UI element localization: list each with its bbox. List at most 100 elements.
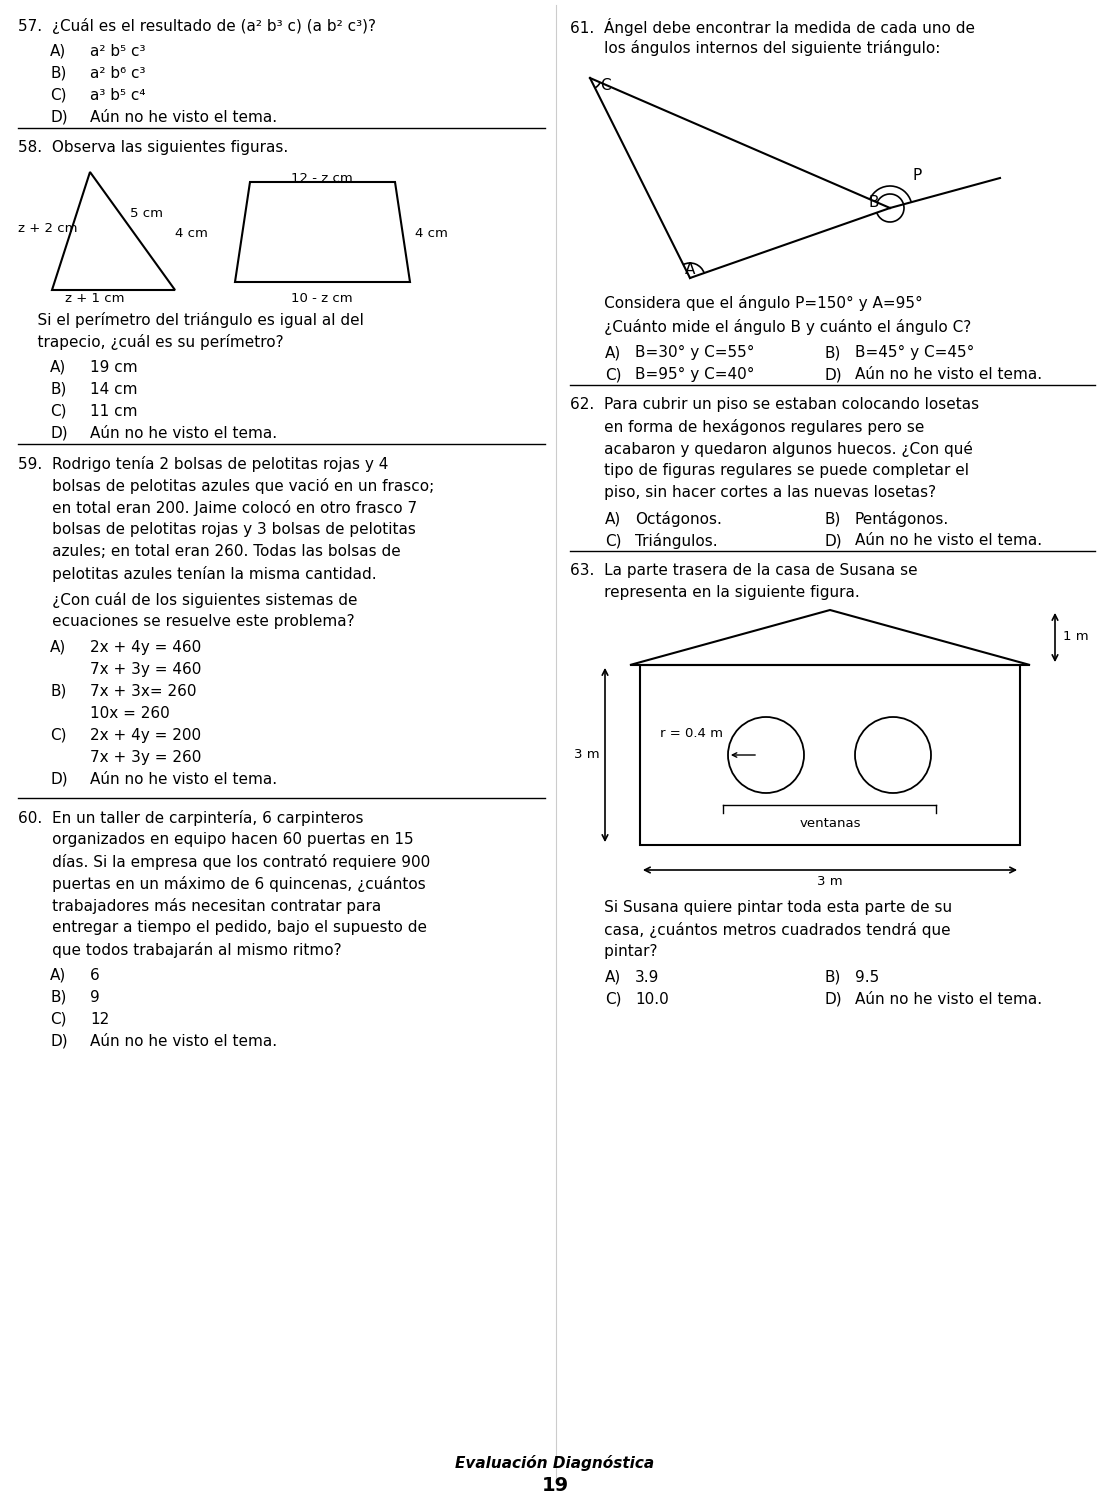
Text: Aún no he visto el tema.: Aún no he visto el tema. [90, 1034, 277, 1048]
Text: 19: 19 [541, 1476, 569, 1496]
Text: C): C) [50, 88, 67, 104]
Text: B): B) [825, 345, 841, 360]
Text: 62.  Para cubrir un piso se estaban colocando losetas: 62. Para cubrir un piso se estaban coloc… [570, 398, 979, 412]
Text: 60.  En un taller de carpintería, 6 carpinteros: 60. En un taller de carpintería, 6 carpi… [18, 810, 363, 826]
Text: acabaron y quedaron algunos huecos. ¿Con qué: acabaron y quedaron algunos huecos. ¿Con… [570, 441, 973, 458]
Text: A: A [685, 262, 695, 278]
Text: A): A) [605, 970, 621, 986]
Text: z + 2 cm: z + 2 cm [18, 222, 78, 236]
Text: 1 m: 1 m [1063, 630, 1089, 644]
Text: B=45° y C=45°: B=45° y C=45° [855, 345, 974, 360]
Text: 2x + 4y = 200: 2x + 4y = 200 [90, 728, 201, 742]
Text: 10x = 260: 10x = 260 [90, 706, 170, 722]
Text: C): C) [605, 532, 621, 548]
Text: en total eran 200. Jaime colocó en otro frasco 7: en total eran 200. Jaime colocó en otro … [18, 500, 417, 516]
Text: z + 1 cm: z + 1 cm [66, 292, 124, 304]
Text: A): A) [50, 360, 67, 375]
Text: casa, ¿cuántos metros cuadrados tendrá que: casa, ¿cuántos metros cuadrados tendrá q… [570, 922, 951, 938]
Text: B): B) [50, 382, 67, 398]
Text: B): B) [50, 66, 67, 81]
Text: piso, sin hacer cortes a las nuevas losetas?: piso, sin hacer cortes a las nuevas lose… [570, 484, 937, 500]
Text: D): D) [50, 1034, 68, 1048]
Text: 4 cm: 4 cm [416, 226, 448, 240]
Text: C): C) [50, 728, 67, 742]
Text: 58.  Observa las siguientes figuras.: 58. Observa las siguientes figuras. [18, 140, 288, 154]
Text: ecuaciones se resuelve este problema?: ecuaciones se resuelve este problema? [18, 614, 354, 628]
Text: B=95° y C=40°: B=95° y C=40° [635, 368, 754, 382]
Text: 10.0: 10.0 [635, 992, 669, 1006]
Text: 7x + 3x= 260: 7x + 3x= 260 [90, 684, 197, 699]
Text: B): B) [825, 512, 841, 526]
Text: 3 m: 3 m [818, 874, 843, 888]
Text: D): D) [825, 368, 842, 382]
Text: bolsas de pelotitas rojas y 3 bolsas de pelotitas: bolsas de pelotitas rojas y 3 bolsas de … [18, 522, 416, 537]
Text: Triángulos.: Triángulos. [635, 532, 718, 549]
Text: C): C) [50, 1013, 67, 1028]
Text: 11 cm: 11 cm [90, 404, 138, 418]
Text: Aún no he visto el tema.: Aún no he visto el tema. [855, 368, 1042, 382]
Text: entregar a tiempo el pedido, bajo el supuesto de: entregar a tiempo el pedido, bajo el sup… [18, 920, 427, 934]
Text: A): A) [50, 44, 67, 58]
Text: tipo de figuras regulares se puede completar el: tipo de figuras regulares se puede compl… [570, 464, 969, 478]
Text: trapecio, ¿cuál es su perímetro?: trapecio, ¿cuál es su perímetro? [18, 334, 283, 350]
Text: 6: 6 [90, 968, 100, 982]
Text: 61.  Ángel debe encontrar la medida de cada uno de: 61. Ángel debe encontrar la medida de ca… [570, 18, 975, 36]
Text: representa en la siguiente figura.: representa en la siguiente figura. [570, 585, 860, 600]
Text: B): B) [50, 684, 67, 699]
Text: A): A) [605, 512, 621, 526]
Text: Evaluación Diagnóstica: Evaluación Diagnóstica [456, 1455, 654, 1472]
Text: 4 cm: 4 cm [176, 226, 208, 240]
Text: 5 cm: 5 cm [130, 207, 163, 220]
Text: D): D) [50, 110, 68, 125]
Text: 9.5: 9.5 [855, 970, 879, 986]
Text: B: B [868, 195, 879, 210]
Text: que todos trabajarán al mismo ritmo?: que todos trabajarán al mismo ritmo? [18, 942, 341, 958]
Text: ventanas: ventanas [799, 818, 861, 830]
Text: Aún no he visto el tema.: Aún no he visto el tema. [90, 110, 277, 125]
Text: a² b⁵ c³: a² b⁵ c³ [90, 44, 146, 58]
Text: ¿Con cuál de los siguientes sistemas de: ¿Con cuál de los siguientes sistemas de [18, 592, 358, 608]
Text: Aún no he visto el tema.: Aún no he visto el tema. [855, 532, 1042, 548]
Text: a³ b⁵ c⁴: a³ b⁵ c⁴ [90, 88, 146, 104]
Text: 10 - z cm: 10 - z cm [291, 292, 353, 304]
Text: Si Susana quiere pintar toda esta parte de su: Si Susana quiere pintar toda esta parte … [570, 900, 952, 915]
Text: D): D) [50, 426, 68, 441]
Text: C): C) [50, 404, 67, 418]
Text: en forma de hexágonos regulares pero se: en forma de hexágonos regulares pero se [570, 419, 924, 435]
Text: pelotitas azules tenían la misma cantidad.: pelotitas azules tenían la misma cantida… [18, 566, 377, 582]
Text: pintar?: pintar? [570, 944, 658, 958]
Text: Pentágonos.: Pentágonos. [855, 512, 949, 526]
Text: puertas en un máximo de 6 quincenas, ¿cuántos: puertas en un máximo de 6 quincenas, ¿cu… [18, 876, 426, 892]
Text: 14 cm: 14 cm [90, 382, 138, 398]
Text: B): B) [825, 970, 841, 986]
Text: los ángulos internos del siguiente triángulo:: los ángulos internos del siguiente trián… [570, 40, 940, 56]
Text: 3.9: 3.9 [635, 970, 659, 986]
Text: B): B) [50, 990, 67, 1005]
Text: D): D) [50, 772, 68, 788]
Text: Aún no he visto el tema.: Aún no he visto el tema. [855, 992, 1042, 1006]
Text: C): C) [605, 368, 621, 382]
Text: días. Si la empresa que los contrató requiere 900: días. Si la empresa que los contrató req… [18, 853, 430, 870]
Text: 7x + 3y = 260: 7x + 3y = 260 [90, 750, 201, 765]
Text: D): D) [825, 532, 842, 548]
Text: 7x + 3y = 460: 7x + 3y = 460 [90, 662, 201, 676]
Text: Considera que el ángulo P=150° y A=95°: Considera que el ángulo P=150° y A=95° [570, 296, 923, 310]
Text: 12: 12 [90, 1013, 109, 1028]
Text: C: C [600, 78, 611, 93]
Text: a² b⁶ c³: a² b⁶ c³ [90, 66, 146, 81]
Text: ¿Cuánto mide el ángulo B y cuánto el ángulo C?: ¿Cuánto mide el ángulo B y cuánto el áng… [570, 320, 971, 334]
Text: 12 - z cm: 12 - z cm [291, 172, 353, 184]
Text: 57.  ¿Cuál es el resultado de (a² b³ c) (a b² c³)?: 57. ¿Cuál es el resultado de (a² b³ c) (… [18, 18, 376, 34]
Text: r = 0.4 m: r = 0.4 m [660, 728, 723, 740]
Text: azules; en total eran 260. Todas las bolsas de: azules; en total eran 260. Todas las bol… [18, 544, 401, 560]
Text: A): A) [50, 968, 67, 982]
Text: Aún no he visto el tema.: Aún no he visto el tema. [90, 772, 277, 788]
Text: trabajadores más necesitan contratar para: trabajadores más necesitan contratar par… [18, 898, 381, 914]
Text: Octágonos.: Octágonos. [635, 512, 722, 526]
Text: Si el perímetro del triángulo es igual al del: Si el perímetro del triángulo es igual a… [18, 312, 364, 328]
Text: 9: 9 [90, 990, 100, 1005]
Text: 2x + 4y = 460: 2x + 4y = 460 [90, 640, 201, 656]
Text: organizados en equipo hacen 60 puertas en 15: organizados en equipo hacen 60 puertas e… [18, 833, 413, 848]
Text: 63.  La parte trasera de la casa de Susana se: 63. La parte trasera de la casa de Susan… [570, 562, 918, 578]
Text: 19 cm: 19 cm [90, 360, 138, 375]
